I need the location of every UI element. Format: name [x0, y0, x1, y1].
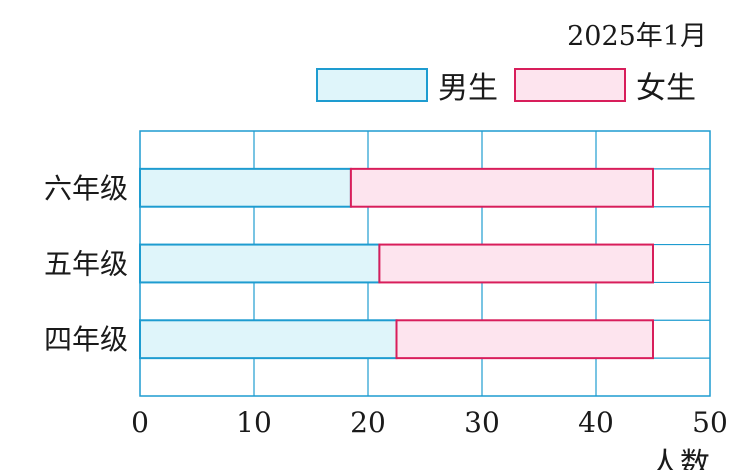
legend-label-boys: 男生 — [438, 71, 498, 106]
x-tick-label-1: 10 — [236, 406, 272, 439]
x-tick-label-2: 20 — [350, 406, 386, 439]
bar-girls-1 — [378, 243, 654, 284]
x-tick-label-3: 30 — [464, 406, 500, 439]
legend-item-boys: 男生 — [316, 63, 498, 107]
category-label-1: 五年级 — [44, 248, 128, 281]
bar-boys-1 — [139, 243, 381, 284]
legend-swatch-girls — [514, 68, 626, 102]
category-label-0: 四年级 — [44, 323, 128, 356]
x-tick-label-0: 0 — [131, 406, 149, 439]
chart-subtitle: 2025年1月 — [567, 21, 707, 52]
bar-boys-2 — [139, 167, 352, 208]
legend-item-girls: 女生 — [514, 63, 696, 107]
bar-girls-0 — [395, 319, 654, 360]
legend: 男生 女生 — [316, 64, 712, 106]
x-tick-label-4: 40 — [578, 406, 614, 439]
category-label-2: 六年级 — [44, 172, 128, 205]
bar-boys-0 — [139, 319, 398, 360]
legend-label-girls: 女生 — [636, 71, 696, 106]
legend-swatch-boys — [316, 68, 428, 102]
x-axis-label: 人数 — [650, 447, 710, 470]
bar-girls-2 — [349, 167, 654, 208]
x-tick-label-5: 50 — [692, 406, 728, 439]
